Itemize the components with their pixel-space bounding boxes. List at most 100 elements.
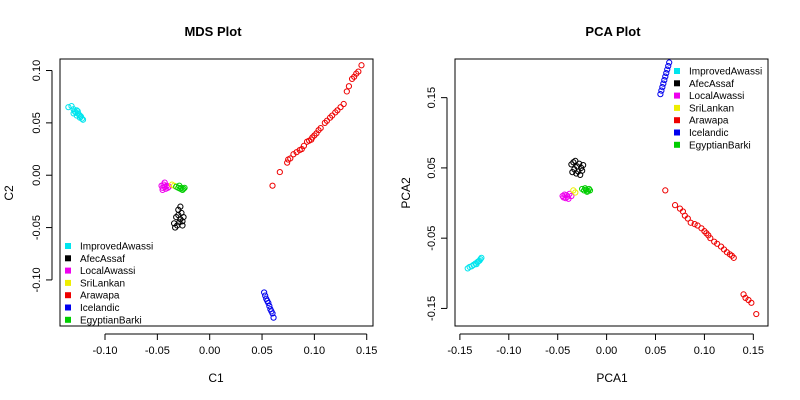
mds-point [317, 125, 324, 132]
pca-x-tick-label: -0.15 [447, 345, 472, 357]
pca-legend-label: ImprovedAwassi [689, 67, 762, 78]
mds-x-label: C1 [208, 371, 224, 385]
mds-point [74, 108, 81, 115]
pca-point [581, 185, 589, 192]
pca-point [663, 69, 670, 77]
mds-point [287, 155, 294, 162]
mds-point [262, 292, 269, 299]
mds-point [179, 222, 186, 229]
mds-legend-swatch [65, 255, 71, 262]
mds-legend-label: LocalAwassi [80, 266, 135, 277]
pca-legend-label: AfecAssaf [689, 79, 734, 90]
pca-point [573, 170, 580, 177]
mds-point [161, 179, 168, 186]
pca-y-tick-label: -0.15 [426, 296, 438, 321]
mds-point [261, 289, 268, 296]
mds-point [334, 107, 341, 114]
mds-title: MDS Plot [184, 24, 242, 39]
pca-x-tick-label: -0.10 [496, 345, 521, 357]
mds-point [269, 182, 276, 189]
mds-point [276, 168, 283, 176]
pca-point [691, 221, 698, 228]
mds-y-tick-label: 0.10 [31, 60, 43, 81]
pca-title: PCA Plot [585, 24, 641, 39]
mds-panel: MDS Plot -0.10 -0.05 0.00 0.05 0.10 0.15 -0.1… [2, 24, 377, 385]
pca-point [580, 161, 587, 169]
pca-legend-swatch [674, 104, 680, 111]
mds-x-tick-label: -0.10 [92, 345, 117, 357]
pca-point [753, 310, 760, 318]
mds-legend-label: EgyptianBarki [80, 315, 142, 326]
pca-point [684, 215, 691, 222]
mds-point [159, 186, 166, 193]
mds-point [177, 203, 184, 210]
pca-x-tick-label: 0.00 [596, 345, 617, 357]
pca-legend-swatch [674, 68, 680, 74]
pca-legend-swatch [674, 141, 680, 148]
mds-point [340, 100, 347, 108]
mds-point [337, 104, 344, 111]
pca-point [662, 73, 669, 80]
mds-point [176, 182, 183, 189]
pca-panel: PCA Plot -0.15 -0.10 -0.05 0.00 0.05 0.10 0.15… [399, 24, 769, 385]
mds-point [269, 310, 276, 317]
mds-points [65, 62, 365, 321]
pca-point [662, 187, 669, 194]
pca-plot-box [454, 58, 769, 327]
pca-point [665, 62, 672, 70]
pca-point [478, 254, 485, 261]
mds-point [345, 83, 353, 90]
mds-y-tick-label: 0.05 [31, 112, 43, 133]
pca-point [586, 187, 594, 194]
pca-point [664, 66, 671, 73]
pca-legend-swatch [674, 129, 680, 136]
pca-point [572, 189, 579, 196]
pca-x-tick-label: -0.05 [545, 345, 570, 357]
mds-legend-label: AfecAssaf [80, 254, 125, 265]
mds-y-axis: -0.10 -0.05 0.00 0.05 0.10 [31, 60, 53, 292]
mds-point [358, 62, 365, 69]
mds-point [164, 184, 171, 191]
pca-point [660, 80, 667, 87]
pca-point [694, 222, 701, 229]
pca-point [569, 169, 576, 176]
pca-legend-swatch [674, 80, 680, 87]
pca-points [464, 59, 760, 318]
mds-point [284, 159, 291, 166]
mds-point [323, 117, 331, 124]
mds-y-tick-label: -0.10 [31, 267, 43, 292]
mds-point [79, 116, 87, 123]
pca-point [661, 76, 668, 84]
pca-legend-swatch [674, 92, 680, 99]
pca-y-tick-label: 0.15 [426, 87, 438, 108]
mds-point [265, 299, 272, 307]
mds-point [171, 220, 178, 227]
mds-point [181, 184, 188, 191]
pca-y-label: PCA2 [399, 177, 413, 209]
pca-x-tick-label: 0.10 [694, 345, 715, 357]
pca-point [730, 254, 737, 261]
pca-x-tick-label: 0.05 [645, 345, 666, 357]
mds-point [180, 185, 187, 192]
pca-point [707, 235, 714, 242]
mds-y-tick-label: -0.05 [31, 215, 43, 240]
pca-y-tick-label: -0.05 [426, 226, 438, 251]
mds-x-tick-label: 0.05 [251, 345, 272, 357]
pca-legend-label: EgyptianBarki [689, 140, 751, 151]
mds-point [179, 218, 186, 225]
mds-y-label: C2 [2, 185, 16, 201]
pca-point [748, 299, 755, 306]
pca-legend-label: Icelandic [689, 128, 728, 139]
mds-legend-label: Icelandic [80, 303, 119, 314]
mds-point [65, 104, 72, 111]
pca-point [560, 194, 567, 201]
pca-point [666, 59, 673, 66]
mds-x-tick-label: 0.15 [356, 345, 377, 357]
pca-legend: ImprovedAwassiAfecAssafLocalAwassiSriLan… [674, 67, 762, 151]
mds-legend-swatch [65, 304, 71, 311]
mds-point [355, 68, 362, 75]
mds-plot-box [59, 58, 374, 327]
mds-legend-label: SriLankan [80, 278, 125, 289]
pca-legend-label: Arawapa [689, 116, 729, 127]
